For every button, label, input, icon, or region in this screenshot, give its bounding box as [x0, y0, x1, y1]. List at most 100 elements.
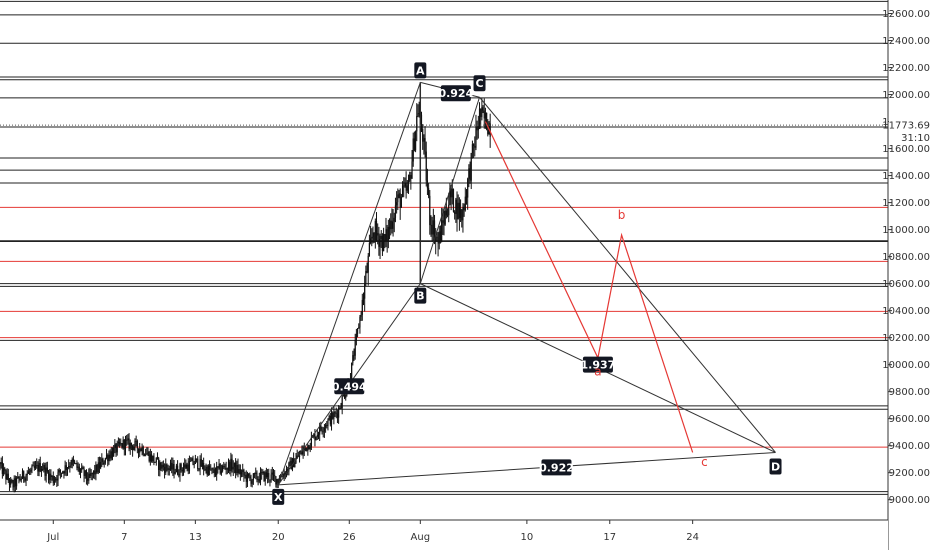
- candle-body: [137, 448, 140, 453]
- point-label-text: D: [771, 460, 780, 473]
- pattern-leg-xd: [278, 451, 776, 486]
- y-tick-label: 10000.00: [882, 360, 930, 371]
- candle-body: [244, 474, 246, 476]
- candle-body: [212, 468, 214, 470]
- y-tick-label: 10200.00: [882, 333, 930, 344]
- point-label-text: B: [416, 290, 424, 303]
- projection-label-c: c: [701, 455, 708, 469]
- candle-body: [60, 472, 63, 474]
- candle-body: [270, 474, 272, 480]
- candle-body: [262, 471, 264, 474]
- candle-body: [117, 441, 119, 444]
- candle-body: [441, 220, 443, 242]
- candle-body: [187, 464, 189, 471]
- candle-body: [179, 464, 181, 476]
- time-axis: Jul 7 13 20 26 Aug 10 17 24: [0, 519, 888, 550]
- candle-body: [325, 424, 327, 428]
- candle-body: [368, 243, 371, 256]
- candle-body: [68, 465, 70, 468]
- candle-body: [319, 425, 321, 435]
- candle-body: [332, 412, 334, 419]
- candle-body: [178, 474, 180, 476]
- x-tick-label: 20: [272, 532, 285, 543]
- candle-body: [457, 202, 459, 220]
- y-tick-label: 12400.00: [882, 36, 930, 47]
- candle-body: [81, 467, 83, 471]
- candle-body: [428, 188, 430, 196]
- candle-body: [46, 467, 48, 472]
- candle-body: [243, 469, 245, 476]
- candle-body: [186, 464, 188, 469]
- candle-body: [30, 469, 32, 472]
- candle-body: [367, 255, 369, 273]
- candle-body: [266, 473, 269, 478]
- candle-body: [242, 469, 244, 473]
- candle-body: [296, 455, 298, 459]
- point-label-bg: [473, 75, 486, 92]
- candle-body: [65, 465, 67, 470]
- candle-body: [235, 462, 237, 474]
- candle-body: [95, 464, 97, 475]
- candle-body: [217, 466, 219, 468]
- candle-body: [407, 180, 410, 186]
- candle-body: [88, 473, 90, 481]
- candle-body: [0, 464, 1, 466]
- candle-body: [71, 459, 73, 465]
- candle-body: [0, 462, 2, 465]
- candle-body: [205, 466, 207, 470]
- candle-body: [147, 451, 149, 454]
- candle-body: [281, 476, 283, 478]
- candle-body: [201, 462, 204, 467]
- candle-body: [79, 470, 82, 472]
- candle-body: [29, 471, 31, 473]
- candle-body: [463, 206, 465, 211]
- point-label-d: D: [769, 458, 782, 475]
- candle-body: [248, 473, 250, 477]
- candle-body: [359, 316, 361, 328]
- candle-body: [226, 468, 228, 470]
- candle-body: [375, 221, 378, 234]
- ratio-label-bg: [334, 378, 365, 395]
- candle-body: [15, 478, 18, 487]
- candle-body: [329, 415, 331, 425]
- candle-body: [352, 355, 354, 363]
- candle-body: [358, 327, 360, 329]
- candle-body: [221, 465, 224, 471]
- point-label-text: C: [475, 77, 483, 90]
- candle-body: [411, 161, 413, 179]
- candle-body: [362, 298, 365, 301]
- projection-path: [484, 121, 694, 453]
- candle-body: [34, 465, 37, 469]
- candle-body: [11, 479, 13, 483]
- candle-body: [405, 183, 407, 191]
- candle-body: [361, 300, 363, 315]
- ratio-label-text: 0.924: [438, 87, 473, 100]
- candle-body: [96, 464, 98, 473]
- candle-body: [135, 440, 137, 442]
- candle-body: [50, 473, 52, 477]
- candle-body: [249, 476, 251, 479]
- candle-body: [263, 471, 265, 481]
- candle-body: [142, 447, 144, 455]
- x-tick-label: 7: [121, 532, 127, 543]
- candle-body: [461, 209, 463, 221]
- y-tick-label: 11000.00: [882, 225, 930, 236]
- candle-body: [330, 412, 333, 425]
- y-tick-label: 12200.00: [882, 63, 930, 74]
- candle-body: [203, 462, 205, 470]
- candle-body: [465, 196, 468, 198]
- candle-body: [122, 439, 124, 448]
- candle-body: [120, 443, 122, 445]
- candle-body: [223, 465, 225, 467]
- candle-body: [38, 462, 40, 472]
- candle-body: [269, 479, 271, 481]
- candle-body: [369, 238, 372, 244]
- candle-body: [438, 231, 440, 244]
- candle-body: [158, 458, 160, 470]
- candle-body: [307, 445, 309, 451]
- y-tick-label: 9000.00: [889, 495, 930, 506]
- candle-body: [57, 472, 59, 481]
- candle-body: [165, 464, 167, 473]
- pattern-leg-cd: [479, 96, 776, 453]
